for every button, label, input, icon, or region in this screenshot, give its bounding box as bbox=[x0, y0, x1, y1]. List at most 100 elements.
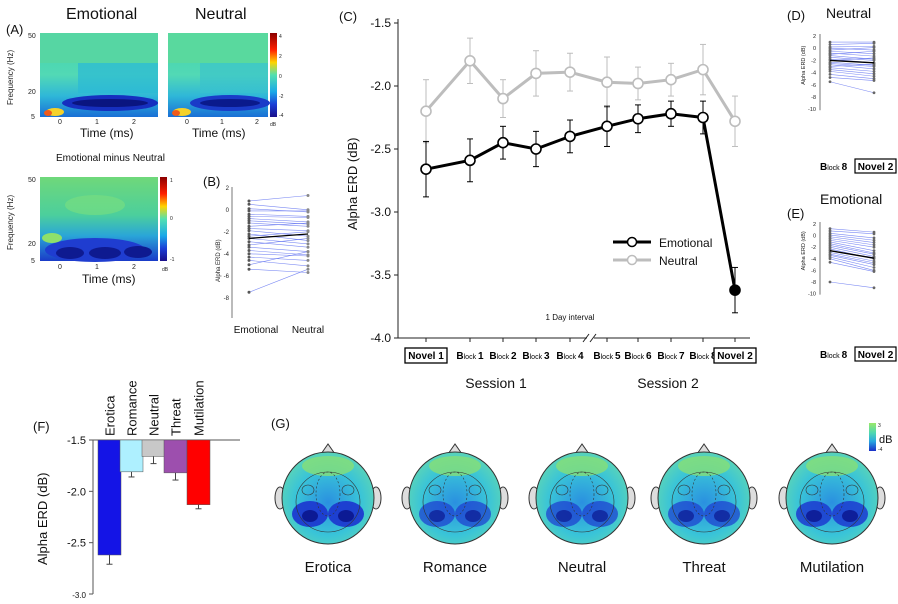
b-ytick: 0 bbox=[226, 208, 230, 214]
g-cbar-unit: dB bbox=[879, 434, 892, 446]
f-ylabel: Alpha ERD (dB) bbox=[35, 473, 50, 565]
data-point bbox=[564, 66, 576, 78]
ylabel: Alpha ERD (dB) bbox=[801, 231, 807, 270]
subject-point bbox=[247, 212, 251, 216]
cbar1-unit: dB bbox=[270, 122, 277, 128]
subject-point bbox=[306, 254, 310, 258]
c-xlabel: Block 5 bbox=[593, 351, 621, 362]
tf-xtick: 2 bbox=[132, 264, 136, 271]
mean-line bbox=[829, 249, 875, 259]
b-ytick: -8 bbox=[224, 296, 230, 302]
contour bbox=[428, 484, 442, 496]
tf-xlabel: Time (ms) bbox=[80, 126, 134, 140]
data-point bbox=[601, 120, 613, 133]
panel-d-label: (D) bbox=[787, 8, 806, 23]
subject-point bbox=[872, 91, 876, 95]
cbar2-tick: -1 bbox=[170, 257, 175, 263]
panel-b-subject-lines bbox=[247, 194, 310, 294]
subject-line bbox=[829, 256, 875, 268]
panel-f: (F) Alpha ERD (dB) -1.5 -2.0 -2.5 -3.0 Eroti… bbox=[0, 370, 250, 604]
subject-point bbox=[828, 260, 832, 264]
subject-line bbox=[829, 63, 875, 67]
subject-line bbox=[829, 46, 875, 48]
tf-ytick: 20 bbox=[28, 241, 36, 248]
panel-b: (B) 2 0 -2 -4 -6 -8 Alpha ERD (dB) Emoti… bbox=[190, 170, 330, 340]
c-xlabel-box bbox=[713, 347, 757, 364]
ylabel: Alpha ERD (dB) bbox=[801, 46, 807, 85]
subject-point bbox=[247, 227, 251, 230]
frontal-region bbox=[556, 456, 608, 476]
subject-line bbox=[248, 246, 309, 252]
subject-point bbox=[872, 236, 876, 240]
subject-point bbox=[872, 263, 876, 266]
f-category-label: Threat bbox=[169, 398, 184, 436]
subject-point bbox=[247, 202, 251, 206]
subject-line bbox=[829, 50, 875, 55]
subject-point bbox=[872, 270, 876, 273]
subject-point bbox=[872, 56, 876, 60]
subject-point bbox=[872, 241, 876, 244]
tf-ytick: 50 bbox=[28, 33, 36, 40]
data-point bbox=[530, 67, 542, 80]
g-cbar-tick: -4 bbox=[878, 447, 883, 453]
posterior-right-core bbox=[592, 510, 608, 522]
subject-point bbox=[872, 232, 876, 236]
data-point bbox=[632, 77, 644, 90]
subject-point bbox=[247, 199, 251, 203]
posterior-left-core bbox=[429, 510, 445, 522]
ytick-label: -10 bbox=[808, 107, 816, 113]
subject-point bbox=[306, 264, 310, 268]
panel-f-label: (F) bbox=[33, 419, 50, 434]
frontal-region bbox=[429, 456, 481, 476]
c-ytick-label: -4.0 bbox=[370, 331, 391, 345]
legend-emotional-marker bbox=[626, 236, 638, 248]
bar-erotica bbox=[97, 439, 122, 556]
subject-line bbox=[829, 57, 875, 61]
bar-mutilation bbox=[186, 439, 211, 505]
ytick-label: -10 bbox=[808, 292, 816, 298]
legend-neutral-marker bbox=[626, 254, 638, 266]
panel-a-diff: Emotional minus Neutral 1 0 -1 dB 50 20 … bbox=[0, 150, 185, 290]
subject-point bbox=[828, 280, 832, 284]
subject-line bbox=[829, 255, 875, 265]
b-ytick: -2 bbox=[224, 230, 230, 236]
topomap-label: Erotica bbox=[305, 559, 352, 576]
tf-ylabel: Frequency (Hz) bbox=[6, 50, 15, 105]
panel-g: (G) 3 -4 dB Erotica Romance Neutral Threat M… bbox=[260, 400, 898, 604]
subject-point bbox=[306, 209, 310, 213]
subject-line bbox=[248, 268, 309, 273]
subject-line bbox=[248, 231, 309, 237]
subject-point bbox=[872, 65, 876, 68]
tf-xtick: 0 bbox=[58, 119, 62, 126]
subject-line bbox=[829, 261, 875, 272]
subject-point bbox=[872, 41, 876, 45]
subject-point bbox=[828, 43, 832, 46]
tf-map-emotional bbox=[40, 33, 158, 117]
subject-line bbox=[829, 239, 875, 248]
contour bbox=[422, 471, 488, 533]
x-label-novel: Novel 2 bbox=[858, 162, 894, 173]
subject-line bbox=[829, 246, 875, 257]
subject-line bbox=[829, 243, 875, 254]
subject-point bbox=[247, 221, 251, 225]
subject-point bbox=[306, 230, 310, 234]
x-label-block: Block 8 bbox=[820, 162, 848, 173]
subject-point bbox=[247, 245, 251, 249]
subject-line bbox=[829, 47, 875, 51]
subject-point bbox=[872, 266, 876, 269]
data-point bbox=[665, 107, 677, 120]
data-point bbox=[665, 73, 677, 86]
subject-point bbox=[872, 243, 876, 247]
subject-point bbox=[247, 232, 251, 236]
contour bbox=[677, 484, 691, 496]
subject-line bbox=[829, 50, 875, 54]
subject-point bbox=[306, 221, 310, 225]
contour bbox=[595, 484, 609, 496]
contour bbox=[549, 471, 615, 533]
frontal-region bbox=[678, 456, 730, 476]
mean-line bbox=[248, 233, 309, 240]
tf-ylabel: Frequency (Hz) bbox=[6, 195, 15, 250]
c-xlabel: Novel 2 bbox=[717, 351, 753, 362]
ytick-label: -8 bbox=[811, 280, 816, 286]
subject-point bbox=[828, 80, 832, 84]
